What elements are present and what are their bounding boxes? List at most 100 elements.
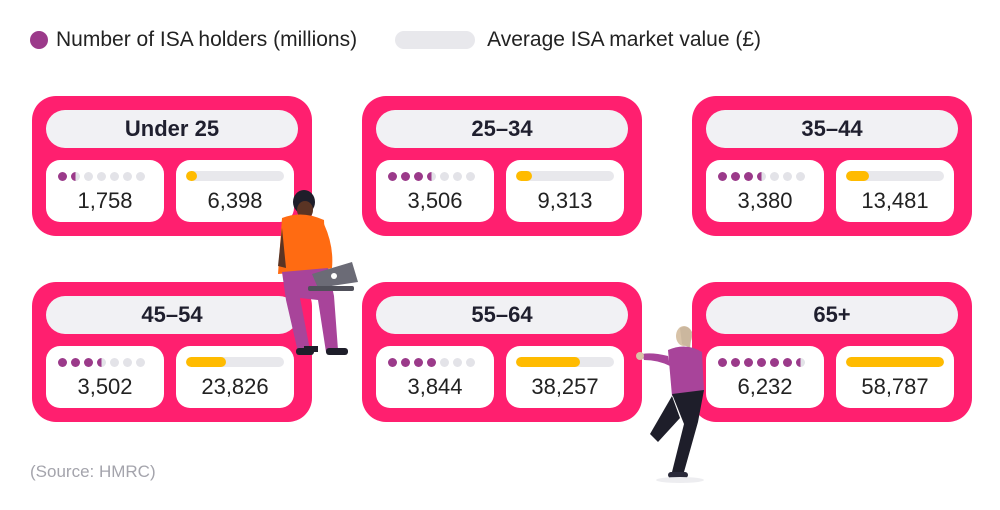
- holders-dot: [71, 172, 80, 181]
- holders-dot-scale: [718, 358, 809, 367]
- age-group-label: 25–34: [376, 110, 628, 148]
- holders-dot: [770, 358, 779, 367]
- holders-dot: [58, 172, 67, 181]
- holders-dot: [427, 358, 436, 367]
- holders-box: 3,380: [706, 160, 824, 222]
- value-box: 6,398: [176, 160, 294, 222]
- age-group-card: 25–34 3,506 9,313: [362, 96, 642, 236]
- holders-dot: [401, 172, 410, 181]
- holders-dot: [783, 358, 792, 367]
- age-group-card: 55–64 3,844 38,257: [362, 282, 642, 422]
- holders-dot: [731, 172, 740, 181]
- holders-dot-scale: [388, 358, 479, 367]
- holders-dot: [731, 358, 740, 367]
- value-bar: [186, 357, 227, 367]
- age-group-label: 45–54: [46, 296, 298, 334]
- holders-dot: [757, 172, 766, 181]
- holders-dot: [84, 358, 93, 367]
- market-value: 9,313: [537, 188, 593, 213]
- age-group-label: 65+: [706, 296, 958, 334]
- holders-dot: [136, 358, 145, 367]
- person-with-laptop-illustration: [278, 190, 358, 355]
- holders-dot: [414, 358, 423, 367]
- value-bar: [846, 357, 944, 367]
- age-group-label: 55–64: [376, 296, 628, 334]
- holders-dot: [440, 358, 449, 367]
- holders-dot: [770, 172, 779, 181]
- holders-dot: [757, 358, 766, 367]
- value-bar-track: [846, 171, 944, 181]
- holders-value: 3,502: [77, 374, 133, 399]
- holders-value: 1,758: [77, 188, 133, 213]
- market-value: 13,481: [861, 188, 929, 213]
- legend-holders: Number of ISA holders (millions): [30, 28, 357, 52]
- holders-box: 6,232: [706, 346, 824, 408]
- holders-dot: [388, 172, 397, 181]
- holders-dot: [123, 172, 132, 181]
- legend: Number of ISA holders (millions) Average…: [30, 28, 761, 52]
- value-bar-track: [516, 357, 614, 367]
- holders-value: 3,844: [407, 374, 463, 399]
- holders-dot: [466, 358, 475, 367]
- holders-dot: [84, 172, 93, 181]
- value-bar: [846, 171, 869, 181]
- holders-dot: [110, 172, 119, 181]
- holders-dot: [110, 358, 119, 367]
- holders-box: 3,844: [376, 346, 494, 408]
- holders-value: 3,380: [737, 188, 793, 213]
- holders-dot: [71, 358, 80, 367]
- person-sitting-illustration: [636, 326, 704, 483]
- holders-swatch: [30, 31, 48, 49]
- holders-box: 1,758: [46, 160, 164, 222]
- value-bar-track: [846, 357, 944, 367]
- holders-dot: [718, 172, 727, 181]
- holders-dot: [388, 358, 397, 367]
- holders-dot: [440, 172, 449, 181]
- holders-box: 3,506: [376, 160, 494, 222]
- holders-dot: [796, 358, 805, 367]
- holders-dot-scale: [58, 172, 149, 181]
- age-group-label: 35–44: [706, 110, 958, 148]
- holders-dot: [97, 358, 106, 367]
- value-bar: [516, 357, 580, 367]
- holders-value: 3,506: [407, 188, 463, 213]
- value-box: 38,257: [506, 346, 624, 408]
- market-value: 6,398: [207, 188, 263, 213]
- age-group-card: 45–54 3,502 23,826: [32, 282, 312, 422]
- value-box: 23,826: [176, 346, 294, 408]
- value-box: 58,787: [836, 346, 954, 408]
- holders-dot: [414, 172, 423, 181]
- holders-dot: [401, 358, 410, 367]
- holders-dot: [123, 358, 132, 367]
- holders-dot: [427, 172, 436, 181]
- value-bar-track: [186, 357, 284, 367]
- holders-value: 6,232: [737, 374, 793, 399]
- holders-dot: [796, 172, 805, 181]
- holders-dot: [466, 172, 475, 181]
- legend-holders-label: Number of ISA holders (millions): [56, 28, 358, 51]
- value-box: 13,481: [836, 160, 954, 222]
- legend-value-label: Average ISA market value (£): [487, 28, 762, 51]
- holders-dot-scale: [718, 172, 809, 181]
- holders-dot: [744, 358, 753, 367]
- holders-dot: [744, 172, 753, 181]
- age-group-card: 65+ 6,232 58,787: [692, 282, 972, 422]
- holders-dot-scale: [388, 172, 479, 181]
- holders-dot: [97, 172, 106, 181]
- age-group-card: 35–44 3,380 13,481: [692, 96, 972, 236]
- value-bar: [186, 171, 197, 181]
- value-swatch: [395, 31, 476, 49]
- age-group-card: Under 25 1,758 6,398: [32, 96, 312, 236]
- holders-dot: [783, 172, 792, 181]
- holders-dot: [136, 172, 145, 181]
- holders-dot: [453, 172, 462, 181]
- source-note: (Source: HMRC): [30, 462, 156, 481]
- value-bar-track: [516, 171, 614, 181]
- market-value: 58,787: [861, 374, 929, 399]
- market-value: 38,257: [531, 374, 599, 399]
- holders-box: 3,502: [46, 346, 164, 408]
- age-group-label: Under 25: [46, 110, 298, 148]
- legend-value: Average ISA market value (£): [395, 28, 761, 52]
- value-bar-track: [186, 171, 284, 181]
- holders-dot-scale: [58, 358, 149, 367]
